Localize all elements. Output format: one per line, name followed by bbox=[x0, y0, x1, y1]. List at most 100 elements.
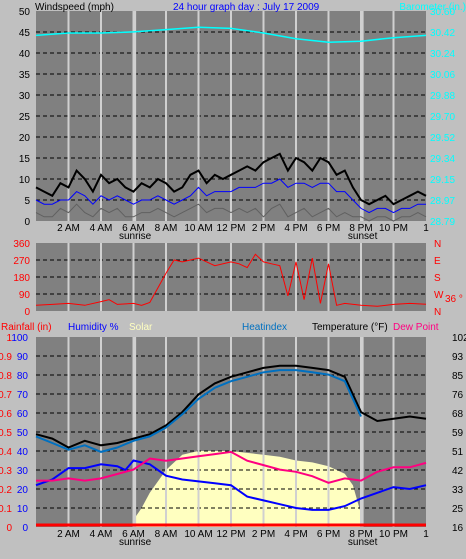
wind-y-tick: 0 bbox=[24, 217, 30, 228]
humidity-line bbox=[35, 459, 427, 511]
temperature-y-tick: 76 bbox=[452, 390, 464, 401]
barometer-label: Barometer (in.) bbox=[399, 2, 466, 13]
x-tick-label: 8 AM bbox=[155, 223, 178, 234]
x-tick-label: 2 AM bbox=[57, 223, 80, 234]
sunset-label: sunset bbox=[348, 231, 378, 242]
temperature-y-tick: 59 bbox=[452, 428, 464, 439]
sunrise-label: sunrise bbox=[119, 537, 152, 548]
wind-y-tick: 45 bbox=[19, 28, 31, 39]
x-tick-label: 6 AM bbox=[122, 223, 145, 234]
humidity-y-tick: 20 bbox=[17, 485, 29, 496]
wind-y-tick: 40 bbox=[19, 49, 31, 60]
humidity-y-tick: 30 bbox=[17, 466, 29, 477]
wind_gust-line bbox=[35, 152, 427, 206]
humidity-label: Humidity % bbox=[68, 322, 119, 333]
x-tick-label: 4 AM bbox=[90, 529, 113, 540]
heatindex-line bbox=[35, 369, 362, 453]
wind-y-tick: 25 bbox=[19, 112, 31, 123]
x-tick-label: 8 AM bbox=[155, 529, 178, 540]
wind-y-tick: 35 bbox=[19, 70, 31, 81]
wind-y-tick: 10 bbox=[19, 175, 31, 186]
baro-y-tick: 29.34 bbox=[430, 154, 455, 165]
x-tick-label: 10 AM bbox=[184, 223, 212, 234]
x-tick-label: 8 PM bbox=[349, 529, 372, 540]
solar-label: Solar bbox=[129, 322, 153, 333]
temperature-y-tick: 93 bbox=[452, 352, 464, 363]
wind-y-tick: 15 bbox=[19, 154, 31, 165]
baro-y-tick: 30.06 bbox=[430, 70, 455, 81]
rain-y-tick: 0.4 bbox=[0, 447, 12, 458]
temperature-label: Temperature (°F) bbox=[312, 322, 388, 333]
temperature-y-tick: 68 bbox=[452, 409, 464, 420]
rainfall-label: Rainfall (in) bbox=[1, 322, 52, 333]
rain-y-tick: 0.1 bbox=[0, 504, 12, 515]
temperature-y-tick: 102 bbox=[452, 333, 466, 344]
rain-y-tick: 0.5 bbox=[0, 428, 12, 439]
wind_avg-line bbox=[35, 178, 426, 214]
humidity-y-tick: 10 bbox=[17, 504, 29, 515]
humidity-y-tick: 80 bbox=[17, 371, 29, 382]
heatindex-label: Heatindex bbox=[242, 322, 287, 333]
rain-y-tick: 0.7 bbox=[0, 390, 12, 401]
compass-letter: N bbox=[434, 307, 441, 318]
humidity-y-tick: 60 bbox=[17, 409, 29, 420]
barometer-line bbox=[35, 26, 427, 44]
humidity-y-tick: 90 bbox=[17, 352, 29, 363]
rain-y-tick: 0.8 bbox=[0, 371, 12, 382]
baro-y-tick: 28.79 bbox=[430, 217, 455, 228]
baro-y-tick: 28.97 bbox=[430, 196, 455, 207]
humidity-y-tick: 70 bbox=[17, 390, 29, 401]
wind-y-tick: 20 bbox=[19, 133, 31, 144]
x-tick-label: 10 PM bbox=[379, 529, 408, 540]
dewpoint-line bbox=[36, 450, 427, 484]
x-tick-label: 10 AM bbox=[184, 529, 212, 540]
direction-y-tick: 270 bbox=[13, 256, 30, 267]
x-end-label: 1 bbox=[423, 223, 429, 234]
wind-y-tick: 30 bbox=[19, 91, 31, 102]
temperature-y-tick: 85 bbox=[452, 371, 464, 382]
baro-y-tick: 29.52 bbox=[430, 133, 455, 144]
rain-y-tick: 0.6 bbox=[0, 409, 12, 420]
humidity-y-tick: 100 bbox=[11, 333, 28, 344]
baro-y-tick: 30.24 bbox=[430, 49, 455, 60]
wind_min-line bbox=[35, 203, 427, 222]
rain-y-tick: 0.2 bbox=[0, 485, 12, 496]
humidity-y-tick: 40 bbox=[17, 447, 29, 458]
direction-y-tick: 360 bbox=[13, 239, 30, 250]
x-tick-label: 2 AM bbox=[57, 529, 80, 540]
x-tick-label: 4 PM bbox=[284, 529, 307, 540]
x-tick-label: 2 PM bbox=[252, 529, 275, 540]
wind-y-tick: 5 bbox=[24, 196, 30, 207]
baro-y-tick: 30.42 bbox=[430, 28, 455, 39]
rain-y-tick: 1 bbox=[6, 333, 12, 344]
direction-y-tick: 180 bbox=[13, 273, 30, 284]
direction-current-reading: 36 ° bbox=[445, 294, 463, 305]
x-tick-label: 6 PM bbox=[317, 529, 340, 540]
direction-y-tick: 0 bbox=[24, 307, 30, 318]
baro-y-tick: 30.60 bbox=[430, 7, 455, 18]
x-tick-label: 8 PM bbox=[349, 223, 372, 234]
x-tick-label: 10 PM bbox=[379, 223, 408, 234]
temperature-y-tick: 51 bbox=[452, 447, 464, 458]
compass-letter: S bbox=[434, 273, 441, 284]
chart-title: 24 hour graph day : July 17 2009 bbox=[173, 2, 320, 13]
rain-y-tick: 0 bbox=[6, 523, 12, 534]
temperature-y-tick: 16 bbox=[452, 523, 464, 534]
compass-letter: W bbox=[434, 290, 444, 301]
rain-y-tick: 0.3 bbox=[0, 466, 12, 477]
temperature-y-tick: 33 bbox=[452, 485, 464, 496]
baro-y-tick: 29.88 bbox=[430, 91, 455, 102]
sunset-label: sunset bbox=[348, 537, 378, 548]
direction-y-tick: 90 bbox=[19, 290, 31, 301]
rain-y-tick: 0.9 bbox=[0, 352, 12, 363]
compass-letter: E bbox=[434, 256, 441, 267]
temperature-line bbox=[35, 364, 427, 449]
baro-y-tick: 29.15 bbox=[430, 175, 455, 186]
x-tick-label: 4 PM bbox=[284, 223, 307, 234]
x-tick-label: 6 PM bbox=[317, 223, 340, 234]
x-tick-label: 2 PM bbox=[252, 223, 275, 234]
x-tick-label: 4 AM bbox=[90, 223, 113, 234]
dewpoint-label: Dew Point bbox=[393, 322, 439, 333]
